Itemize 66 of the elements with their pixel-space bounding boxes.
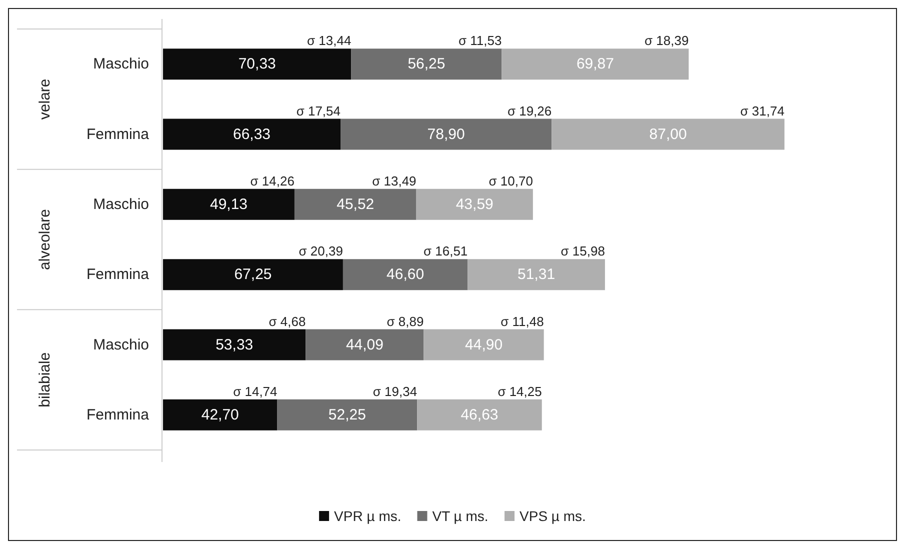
bar xyxy=(468,259,605,290)
annotation: σ 11,53 xyxy=(458,33,502,48)
annotation: σ 10,70 xyxy=(488,173,533,188)
annotation: σ 11,48 xyxy=(500,314,544,329)
data-label: 67,25 xyxy=(234,266,272,284)
bar xyxy=(163,48,352,80)
data-label: 44,90 xyxy=(465,336,503,354)
legend-label: VPS µ ms. xyxy=(520,508,586,524)
data-label: 45,52 xyxy=(336,196,374,213)
data-label: 66,33 xyxy=(232,126,271,143)
bar xyxy=(340,118,552,150)
annotation: σ 20,39 xyxy=(298,244,343,259)
bar xyxy=(277,399,418,430)
y-tick-label: Femmina xyxy=(86,266,150,284)
annotation: σ 19,26 xyxy=(507,103,552,118)
data-label: 53,33 xyxy=(216,336,254,354)
annotation: σ 18,39 xyxy=(644,33,689,48)
bar xyxy=(163,329,306,360)
bar xyxy=(552,118,784,150)
data-label: 70,33 xyxy=(238,56,276,73)
bar xyxy=(294,188,416,220)
text: alveolare xyxy=(36,209,54,270)
bar xyxy=(416,188,533,220)
data-label: 43,59 xyxy=(456,196,494,213)
y-tick-label: Maschio xyxy=(93,336,149,354)
data-label: 46,63 xyxy=(460,406,498,424)
annotation: σ 13,49 xyxy=(372,173,416,188)
data-label: 42,70 xyxy=(201,406,239,424)
text: bilabiale xyxy=(36,352,54,408)
annotation: σ 17,54 xyxy=(296,103,340,118)
data-label: 49,13 xyxy=(210,196,248,213)
annotation: σ 19,34 xyxy=(372,384,418,399)
legend-label: VT µ ms. xyxy=(432,508,488,524)
annotation: σ 13,44 xyxy=(307,33,352,48)
annotation: σ 15,98 xyxy=(560,244,605,259)
annotation: σ 14,25 xyxy=(498,384,542,399)
annotation: σ 8,89 xyxy=(386,314,424,329)
annotation: σ 16,51 xyxy=(423,244,468,259)
legend-label: VPR µ ms. xyxy=(334,508,402,524)
annotation: σ 14,74 xyxy=(233,384,278,399)
bar xyxy=(163,399,278,430)
y-tick-label: Femmina xyxy=(86,126,150,143)
bar xyxy=(351,48,502,80)
y-tick-label: Maschio xyxy=(93,196,149,213)
data-label: 51,31 xyxy=(518,266,556,284)
bar xyxy=(163,188,294,220)
bar xyxy=(502,48,689,80)
bar xyxy=(342,259,468,290)
bar xyxy=(424,329,544,360)
data-label: 46,60 xyxy=(386,266,424,284)
y-tick-label: Maschio xyxy=(93,56,149,73)
data-label: 78,90 xyxy=(427,126,465,143)
data-label: 44,09 xyxy=(346,336,384,354)
data-label: 87,00 xyxy=(649,126,687,143)
bar xyxy=(306,329,424,360)
text: velare xyxy=(36,78,54,120)
data-label: 56,25 xyxy=(408,56,446,73)
bar xyxy=(163,118,340,150)
y-tick-label: Femmina xyxy=(86,406,150,424)
bar xyxy=(163,259,343,290)
data-label: 52,25 xyxy=(328,406,366,424)
annotation: σ 31,74 xyxy=(740,103,784,118)
annotation: σ 14,26 xyxy=(250,173,294,188)
data-label: 69,87 xyxy=(576,56,614,73)
bar xyxy=(417,399,542,430)
annotation: σ 4,68 xyxy=(268,314,306,329)
